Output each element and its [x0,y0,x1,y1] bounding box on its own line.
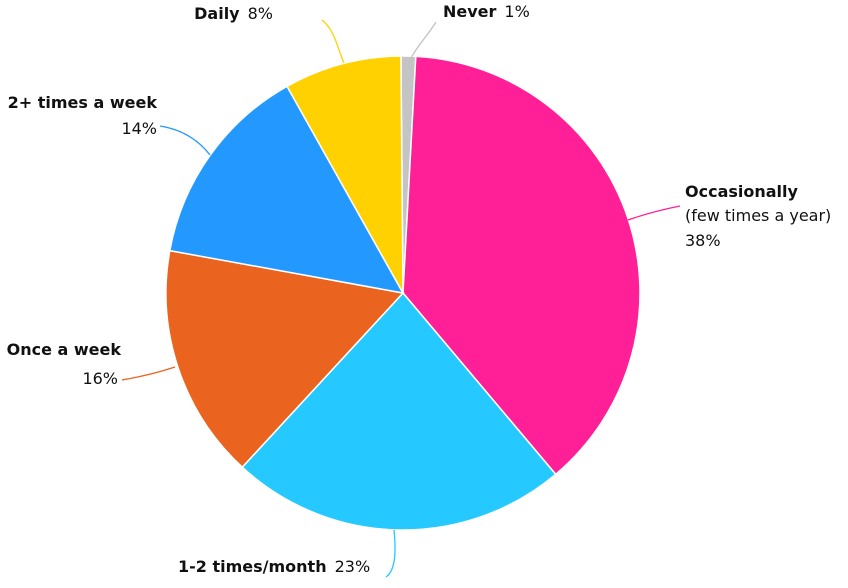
category-name: Never [443,2,497,21]
leader-line [121,366,176,381]
slice-label: Never 1% [443,2,530,21]
category-name: Once a week [7,340,122,359]
slice-label: Daily 8% [194,4,273,23]
category-note: (few times a year) [685,206,831,225]
pie-slice [285,55,404,294]
category-name: 2+ times a week [8,93,158,112]
percent-label: 14% [121,119,157,138]
slice-label: Occasionally [685,182,799,201]
category-name: Daily [194,4,240,23]
percent-label: 38% [685,231,721,250]
leader-line [321,19,345,64]
leader-line [159,125,211,156]
leader-line [385,529,396,578]
slice-label: 1-2 times/month 23% [178,557,370,576]
percent-label: 16% [82,369,118,388]
category-name: Occasionally [685,182,799,201]
slice-label: Once a week [7,340,122,359]
percent-label: 8% [248,4,273,23]
percent-label: 1% [504,2,529,21]
pie-slice [402,55,641,476]
leader-line [410,21,437,59]
category-name: 1-2 times/month [178,557,327,576]
pie-slice [241,291,557,531]
pie-slice [168,85,405,295]
slice-label: 2+ times a week [8,93,158,112]
percent-label: 23% [335,557,371,576]
leader-line [627,205,681,221]
pie-slice [165,249,405,469]
